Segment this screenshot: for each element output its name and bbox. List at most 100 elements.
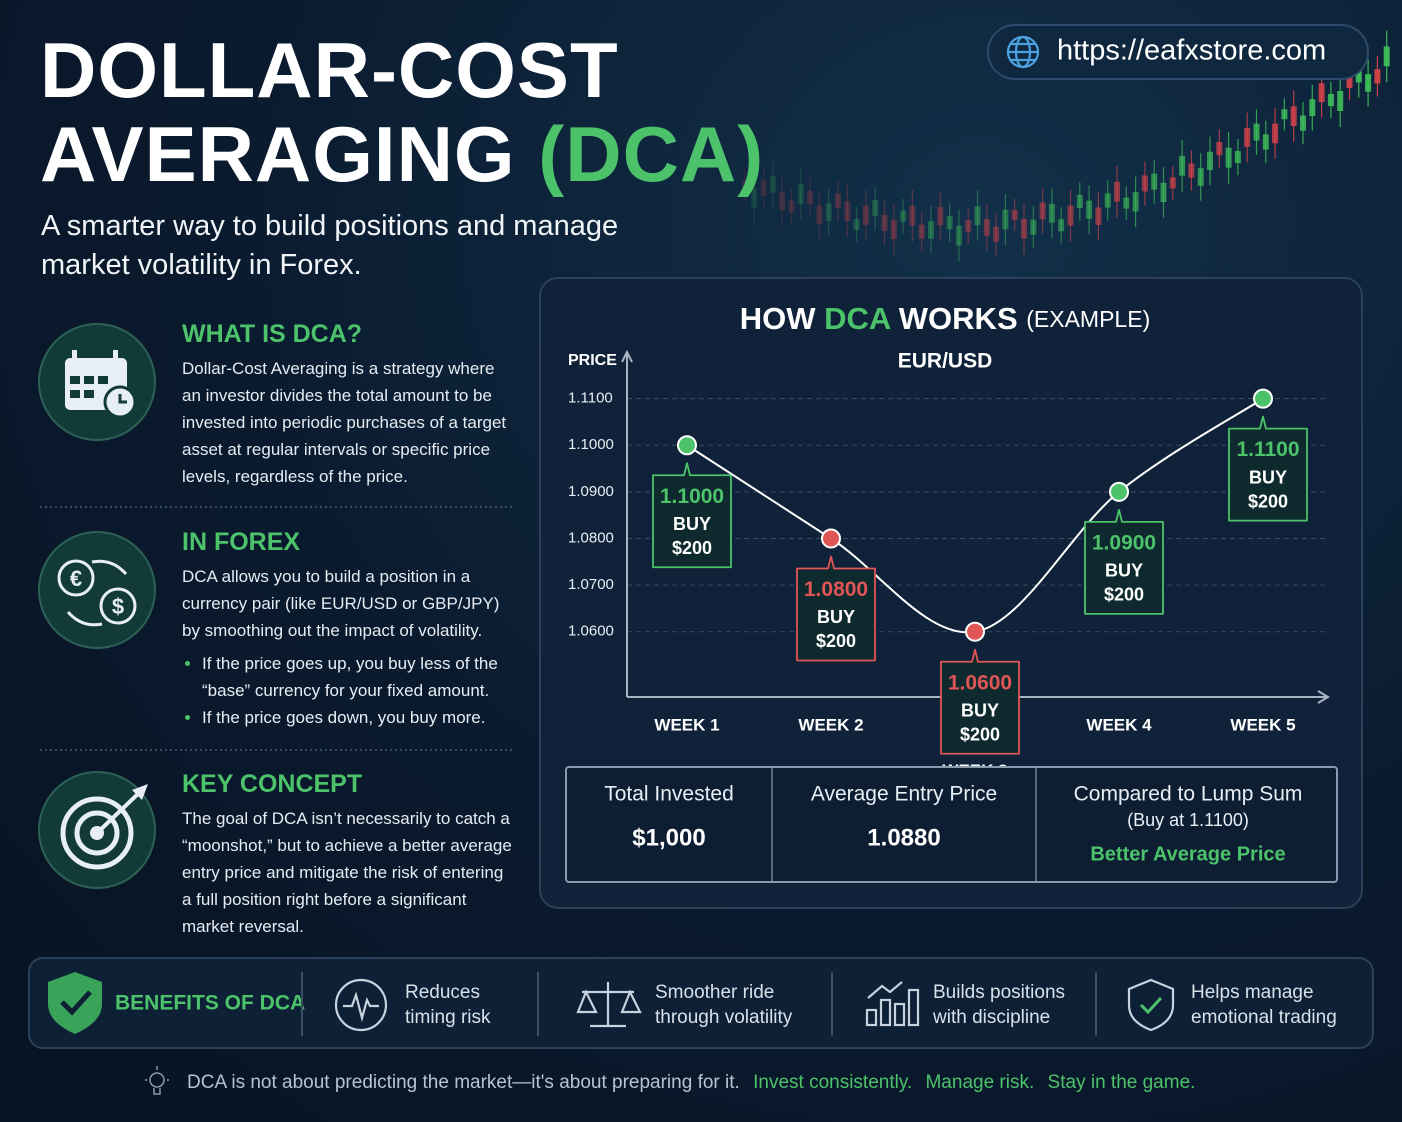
point <box>821 528 841 549</box>
benefit-text: Reduces <box>405 982 480 1003</box>
bullet: If the price goes down, you buy more. <box>202 704 522 731</box>
decor-candle <box>844 201 851 221</box>
y-tick-label: 1.0700 <box>568 576 614 593</box>
bulb-icon <box>145 1066 169 1095</box>
buy-label: BUY <box>673 514 711 534</box>
value-label: 1.0600 <box>948 671 1012 694</box>
buy-label: BUY <box>817 607 855 627</box>
amount-label: $200 <box>960 724 1000 744</box>
benefits-title: BENEFITS OF DCA <box>115 992 305 1015</box>
summary-note: (Buy at 1.1100) <box>1127 810 1249 830</box>
x-axis-arrow <box>1317 690 1330 704</box>
decor-candles <box>742 30 1390 262</box>
decor-candle <box>862 205 869 225</box>
section: IN FOREX DCA allows you to build a posit… <box>182 528 522 731</box>
summary-label: Total Invested <box>604 783 734 806</box>
callout <box>796 555 876 662</box>
decor-candle <box>1104 193 1111 208</box>
svg-text:$: $ <box>112 594 124 619</box>
y-axis-arrow <box>621 349 633 363</box>
decor-candle <box>1374 69 1381 84</box>
summary-label: Compared to Lump Sum <box>1074 783 1303 806</box>
benefit-text: through volatility <box>655 1007 793 1028</box>
decor-candle <box>742 180 748 190</box>
decor-candle <box>1225 147 1232 168</box>
decor-candle <box>1207 151 1213 170</box>
footer-highlight: Stay in the game. <box>1048 1072 1196 1093</box>
y-tick-label: 1.0600 <box>568 623 614 640</box>
decor-candle <box>1262 134 1269 150</box>
benefit-text: emotional trading <box>1191 1007 1337 1028</box>
buy-label: BUY <box>1105 561 1143 581</box>
chart-subtitle: EUR/USD <box>898 350 993 373</box>
plot: 1.0600 1.0700 1.0800 1.0900 1.1000 1.1100 1.10… <box>568 349 1330 780</box>
value-label: 1.1100 <box>1236 438 1299 461</box>
decor-candle <box>769 175 776 193</box>
summary-label: Average Entry Price <box>811 783 997 806</box>
value-label: 1.0900 <box>1092 531 1156 554</box>
amount-label: $200 <box>1248 491 1288 511</box>
decor-candle <box>1160 182 1167 203</box>
decor-candle <box>1318 83 1325 103</box>
summary-box <box>565 766 1338 883</box>
decor-candle <box>1327 93 1334 107</box>
y-tick-label: 1.1000 <box>568 436 614 453</box>
subtitle: A smarter way to build positions and man… <box>41 210 619 281</box>
x-tick-label: WEEK 5 <box>1230 715 1295 734</box>
x-tick-label: WEEK 4 <box>1086 715 1152 734</box>
title-part: (EXAMPLE) <box>1026 306 1150 332</box>
section-heading: IN FOREX <box>182 528 301 556</box>
decor-candle <box>1048 203 1055 223</box>
decor-candle <box>946 216 953 230</box>
section-heading: WHAT IS DCA? <box>182 320 363 348</box>
decor-candle <box>1132 192 1139 212</box>
section-body: DCA allows you to build a position in a … <box>182 567 500 640</box>
buy-label: BUY <box>961 700 999 720</box>
benefit-text: timing risk <box>405 1007 491 1028</box>
decor-candle <box>788 200 795 213</box>
decor-candle <box>881 214 888 232</box>
section-heading: KEY CONCEPT <box>182 770 363 798</box>
y-tick-label: 1.0900 <box>568 483 614 500</box>
point <box>677 435 697 456</box>
decor-candle <box>1030 219 1037 235</box>
point <box>1109 481 1129 502</box>
section: WHAT IS DCA? Dollar-Cost Averaging is a … <box>182 320 512 490</box>
bullet: If the price goes up, you buy less of th… <box>202 650 522 704</box>
benefit-dividers <box>301 972 1097 1036</box>
section-icons: € $ <box>38 323 156 889</box>
title-part: HOW <box>740 301 817 336</box>
decor-candle <box>1290 106 1297 126</box>
callout <box>940 648 1020 755</box>
decor-candle <box>909 205 916 226</box>
decor-candle <box>1197 168 1204 186</box>
decor-candle <box>1234 151 1241 164</box>
decor-candle <box>1095 207 1102 226</box>
x-tick-label: WEEK 2 <box>798 715 863 734</box>
decor-candle <box>1383 46 1390 67</box>
amount-label: $200 <box>672 538 712 558</box>
decor-candle <box>1309 99 1316 117</box>
summary-value: $1,000 <box>632 824 705 851</box>
summary-value: Better Average Price <box>1090 843 1285 865</box>
section-body: Dollar-Cost Averaging is a strategy wher… <box>182 359 507 486</box>
decor-candle <box>1141 175 1148 192</box>
decor-candle <box>1114 181 1120 202</box>
benefit-text: Builds positions <box>933 982 1065 1003</box>
decor-candle <box>1216 141 1223 156</box>
decor-candle <box>779 191 786 211</box>
value-label: 1.0800 <box>804 578 868 601</box>
y-tick-label: 1.0800 <box>568 529 614 546</box>
decor-candle <box>1188 163 1195 178</box>
shield-icon <box>48 972 102 1034</box>
decor-candle <box>816 205 823 224</box>
decor-candle <box>1365 74 1372 92</box>
decor-candle <box>1253 123 1260 141</box>
callout <box>1228 415 1308 522</box>
decor-candle <box>890 219 897 240</box>
decor-candle <box>1151 173 1158 190</box>
decor-candle <box>918 224 925 239</box>
summary-value: 1.0880 <box>867 824 940 851</box>
